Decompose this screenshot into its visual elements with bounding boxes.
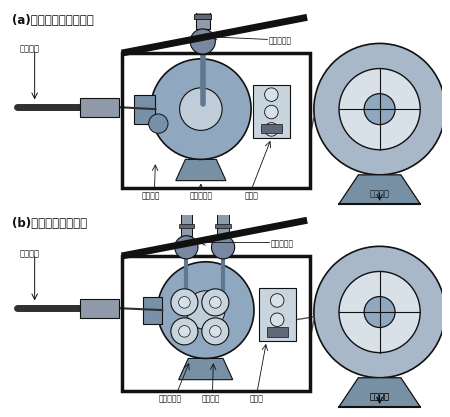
Circle shape <box>171 289 198 316</box>
Bar <box>143 296 162 324</box>
Text: ケーブル: ケーブル <box>19 44 39 53</box>
Bar <box>266 327 288 337</box>
Circle shape <box>265 123 278 136</box>
Bar <box>253 85 290 138</box>
Text: 矯正機: 矯正機 <box>244 191 258 200</box>
Text: ケーブル: ケーブル <box>19 249 39 258</box>
Polygon shape <box>339 378 420 407</box>
Circle shape <box>270 313 284 327</box>
Bar <box>216 224 231 228</box>
Text: スプール: スプール <box>369 392 390 401</box>
Circle shape <box>151 59 251 159</box>
Circle shape <box>190 29 216 54</box>
Circle shape <box>158 262 254 359</box>
Polygon shape <box>179 359 233 379</box>
Bar <box>217 211 229 236</box>
Bar <box>122 53 310 188</box>
Circle shape <box>314 246 446 378</box>
Circle shape <box>171 318 198 345</box>
Bar <box>180 211 192 236</box>
Text: (a)シングルローラ方式: (a)シングルローラ方式 <box>13 15 94 28</box>
Circle shape <box>210 326 221 337</box>
Circle shape <box>265 88 278 101</box>
Bar <box>134 95 155 123</box>
Circle shape <box>364 296 395 327</box>
Circle shape <box>339 271 420 353</box>
Circle shape <box>339 68 420 150</box>
Bar <box>261 123 282 133</box>
Bar <box>179 224 194 228</box>
Polygon shape <box>176 159 226 181</box>
Circle shape <box>202 318 229 345</box>
Text: ガイド管: ガイド管 <box>201 394 220 403</box>
Circle shape <box>314 43 446 175</box>
Bar <box>80 299 119 318</box>
Circle shape <box>180 88 222 131</box>
Text: 加圧ローラ: 加圧ローラ <box>270 239 293 249</box>
Text: 駆動ローラ: 駆動ローラ <box>189 191 212 200</box>
Circle shape <box>179 296 190 308</box>
Text: スプール: スプール <box>369 392 390 401</box>
Text: (b)ダブルローラ方式: (b)ダブルローラ方式 <box>13 217 88 230</box>
Bar <box>259 288 296 341</box>
Circle shape <box>179 326 190 337</box>
Bar <box>80 98 119 117</box>
Circle shape <box>270 294 284 307</box>
Text: 加圧ローラ: 加圧ローラ <box>269 36 292 45</box>
Bar <box>122 256 310 391</box>
Text: スプール: スプール <box>369 189 390 198</box>
Bar <box>194 15 211 19</box>
Text: ガイド管: ガイド管 <box>141 191 160 200</box>
Circle shape <box>210 296 221 308</box>
Text: 矯正機: 矯正機 <box>250 394 264 403</box>
Circle shape <box>175 236 198 259</box>
Circle shape <box>186 291 225 329</box>
Circle shape <box>202 289 229 316</box>
Circle shape <box>148 114 168 133</box>
Circle shape <box>364 94 395 125</box>
Circle shape <box>212 236 234 259</box>
Polygon shape <box>339 175 420 204</box>
Text: 駆動ローラ: 駆動ローラ <box>158 394 181 403</box>
Bar <box>196 2 210 29</box>
Circle shape <box>265 105 278 119</box>
